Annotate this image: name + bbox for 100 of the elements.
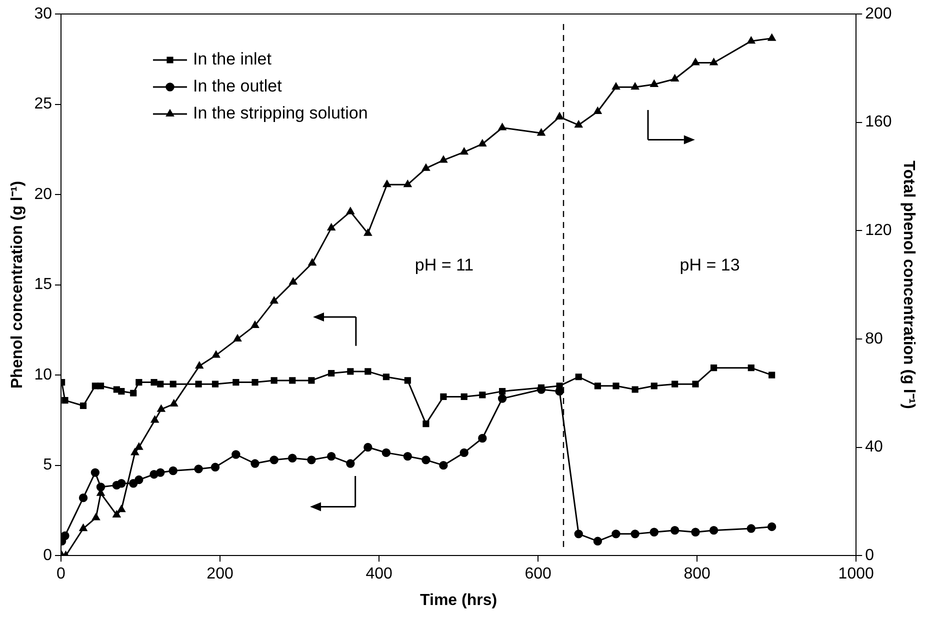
point bbox=[692, 380, 699, 388]
point bbox=[308, 258, 316, 266]
point bbox=[195, 362, 204, 369]
point bbox=[252, 378, 258, 386]
point bbox=[328, 370, 335, 377]
point bbox=[422, 456, 430, 464]
point bbox=[157, 380, 164, 388]
point bbox=[90, 468, 100, 477]
point bbox=[498, 388, 506, 395]
point bbox=[307, 456, 316, 464]
point bbox=[422, 164, 430, 171]
point bbox=[672, 380, 678, 388]
y2-tick-label: 40 bbox=[865, 438, 884, 456]
point bbox=[382, 374, 390, 380]
point bbox=[79, 524, 88, 532]
point bbox=[308, 377, 315, 384]
point bbox=[746, 524, 756, 533]
legend-label: In the inlet bbox=[192, 50, 272, 69]
point bbox=[97, 382, 104, 390]
point bbox=[168, 466, 178, 476]
legend-label: In the outlet bbox=[192, 76, 282, 96]
annotation: pH = 11 bbox=[414, 256, 474, 275]
point bbox=[157, 405, 166, 412]
point bbox=[556, 382, 563, 390]
x-tick-label: 200 bbox=[206, 566, 234, 583]
point bbox=[346, 459, 355, 468]
point bbox=[479, 392, 486, 398]
point bbox=[92, 513, 100, 520]
point bbox=[270, 296, 278, 304]
y2-tick-label: 0 bbox=[865, 547, 874, 564]
y2-tick-label: 80 bbox=[865, 330, 884, 348]
y-tick-label: 30 bbox=[34, 5, 52, 22]
point bbox=[364, 229, 372, 236]
point bbox=[748, 364, 754, 372]
point bbox=[326, 452, 336, 461]
point bbox=[404, 377, 411, 384]
point bbox=[195, 380, 202, 388]
point bbox=[327, 224, 336, 230]
point bbox=[630, 530, 640, 538]
point bbox=[440, 393, 447, 400]
point bbox=[288, 454, 297, 462]
point bbox=[440, 156, 448, 163]
y-tick-label: 0 bbox=[43, 547, 52, 564]
point bbox=[612, 82, 620, 90]
point bbox=[574, 530, 583, 538]
point bbox=[170, 380, 176, 388]
point bbox=[289, 278, 298, 285]
point bbox=[594, 382, 601, 390]
point bbox=[364, 442, 372, 452]
y-tick-label: 5 bbox=[43, 456, 52, 474]
point bbox=[270, 377, 278, 384]
point bbox=[232, 378, 240, 386]
point bbox=[439, 460, 448, 470]
y2-tick-label: 160 bbox=[865, 114, 892, 131]
point bbox=[234, 334, 242, 342]
point bbox=[478, 140, 486, 147]
point bbox=[250, 459, 260, 468]
point bbox=[768, 372, 776, 378]
point bbox=[574, 120, 582, 128]
point bbox=[460, 448, 468, 458]
y-tick-label: 10 bbox=[34, 366, 52, 384]
point bbox=[670, 74, 679, 82]
point bbox=[135, 442, 143, 450]
point bbox=[768, 34, 776, 41]
point bbox=[136, 378, 142, 386]
point bbox=[270, 456, 278, 464]
point bbox=[251, 321, 259, 328]
point bbox=[612, 382, 620, 390]
point bbox=[498, 123, 506, 130]
point bbox=[112, 510, 121, 518]
point bbox=[767, 522, 776, 532]
point bbox=[150, 378, 158, 386]
point bbox=[709, 526, 718, 535]
x-tick-label: 0 bbox=[56, 566, 66, 583]
point bbox=[612, 530, 620, 538]
x-tick-label: 400 bbox=[366, 566, 392, 583]
point bbox=[382, 448, 391, 458]
point bbox=[80, 402, 87, 410]
point bbox=[170, 400, 178, 406]
point bbox=[210, 462, 220, 472]
point bbox=[556, 112, 564, 120]
y-tick-label: 20 bbox=[34, 186, 52, 203]
point bbox=[134, 475, 144, 484]
point bbox=[575, 374, 582, 380]
y2-tick-label: 200 bbox=[865, 5, 892, 22]
point bbox=[118, 505, 126, 512]
point bbox=[404, 180, 412, 188]
point bbox=[710, 364, 718, 372]
y-tick-label: 15 bbox=[34, 276, 52, 294]
point bbox=[403, 452, 412, 461]
point bbox=[62, 397, 68, 404]
point bbox=[364, 368, 372, 375]
point bbox=[156, 468, 165, 477]
point bbox=[692, 58, 700, 66]
point bbox=[594, 107, 602, 114]
y2-axis-title: Total phenol concentration (g l⁻¹) bbox=[900, 160, 917, 409]
annotation: pH = 13 bbox=[680, 256, 740, 275]
point bbox=[478, 434, 487, 443]
point bbox=[691, 528, 700, 536]
point bbox=[60, 531, 70, 540]
